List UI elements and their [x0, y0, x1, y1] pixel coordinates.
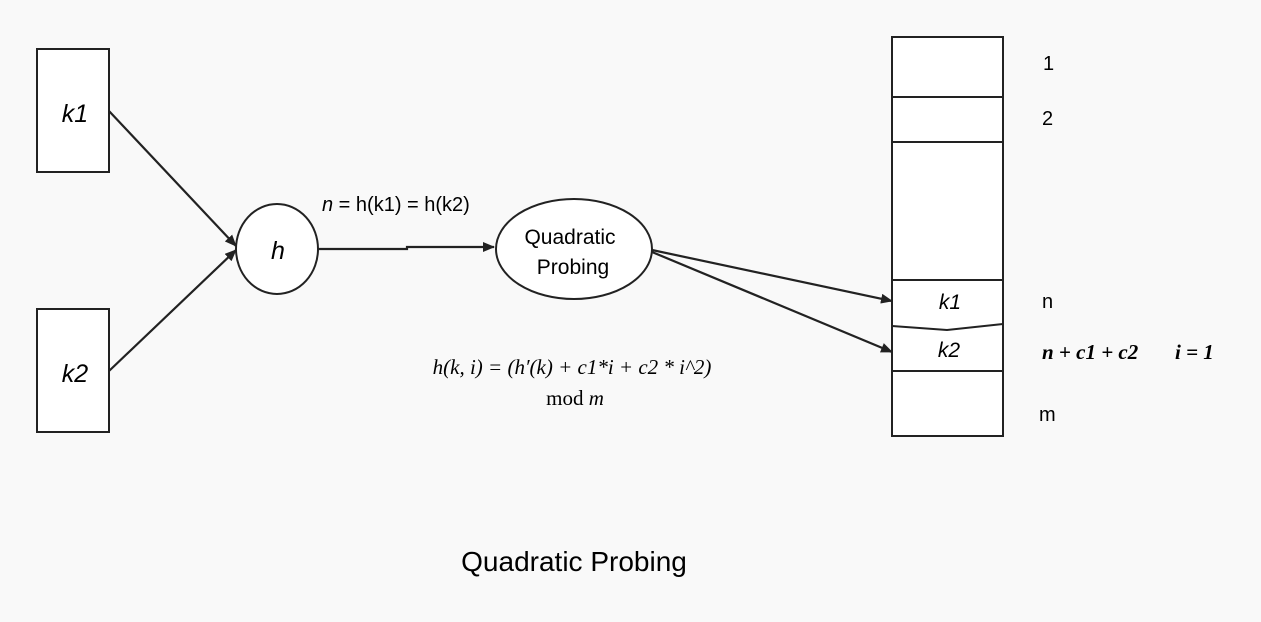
arrow-probing-to-slot-probe: [651, 250, 893, 354]
table-slot-k1: k1: [939, 291, 961, 314]
index-label-n: n: [1042, 291, 1053, 313]
index-label-m: m: [1039, 404, 1056, 426]
collision-label-var: n: [322, 194, 333, 216]
index-label-probe-i: i = 1: [1175, 340, 1214, 364]
index-label-probe: n + c1 + c2: [1042, 340, 1139, 364]
index-label-2: 2: [1042, 108, 1053, 130]
arrow-k2-to-hash: [108, 249, 237, 372]
arrow-probing-to-slot-n: [651, 248, 893, 304]
key-label-k2: k2: [62, 360, 89, 388]
collision-label-rest: = h(k1) = h(k2): [333, 194, 470, 216]
key-box-k2: [36, 308, 110, 433]
key-box-k1: [36, 48, 110, 173]
probing-label-line2: Probing: [537, 256, 609, 279]
collision-label: n = h(k1) = h(k2): [322, 194, 470, 216]
hash-table-outline: [891, 36, 1004, 437]
probing-node: [495, 198, 653, 300]
arrow-k1-to-hash: [108, 110, 237, 247]
table-divider: [891, 323, 1004, 332]
diagram-caption: Quadratic Probing: [461, 546, 687, 577]
key-label-k1: k1: [62, 100, 88, 128]
arrow-hash-to-probing: [318, 242, 495, 252]
hash-table: k1 k2: [891, 36, 1004, 437]
hash-function-label: h: [271, 237, 285, 265]
probing-formula-line1: h(k, i) = (h′(k) + c1*i + c2 * i^2): [433, 355, 712, 379]
probing-label-line1: Quadratic: [524, 226, 615, 249]
probing-formula-mod: mod: [546, 386, 589, 410]
probing-formula-line2: mod m: [546, 386, 604, 410]
probing-formula-m: m: [589, 386, 604, 410]
table-slot-k2: k2: [938, 339, 961, 362]
index-label-1: 1: [1043, 53, 1054, 75]
